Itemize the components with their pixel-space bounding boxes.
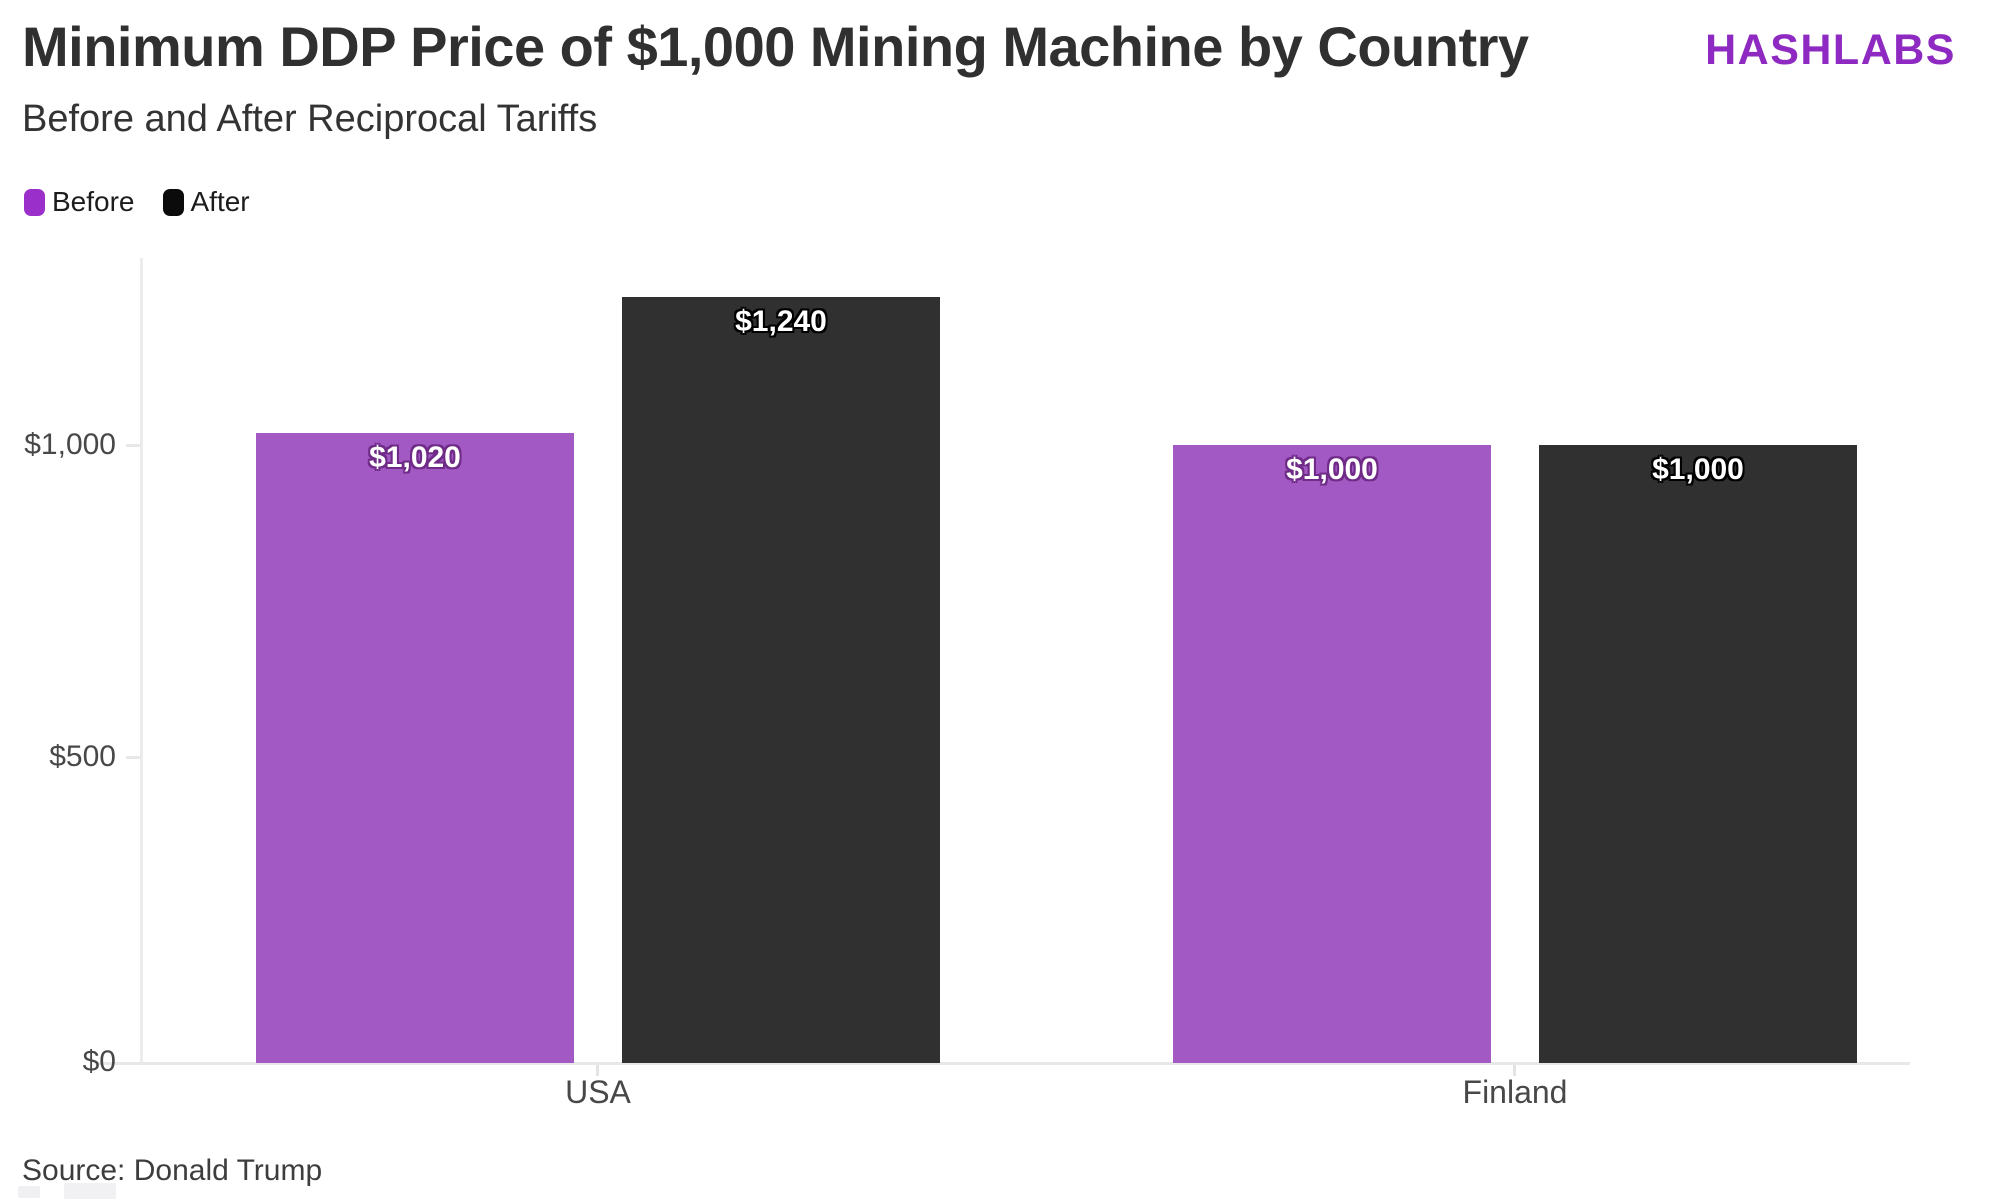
- y-axis-line: [140, 258, 143, 1064]
- page-subtitle: Before and After Reciprocal Tariffs: [22, 98, 598, 140]
- y-tick-1000: [126, 444, 141, 447]
- y-tick-label-500: $500: [49, 740, 116, 773]
- x-label-finland: Finland: [1462, 1074, 1568, 1110]
- hashlabs-logo: HASHLABS: [1705, 26, 1956, 74]
- cropped-footer-element: [18, 1186, 40, 1198]
- x-label-usa: USA: [565, 1074, 631, 1110]
- x-tick-finland: [1513, 1065, 1516, 1076]
- bar-finland-before: $1,000: [1173, 445, 1491, 1063]
- y-tick-label-1000: $1,000: [24, 428, 116, 461]
- bar-finland-after: $1,000: [1539, 445, 1857, 1063]
- bar-usa-before: $1,020: [256, 433, 574, 1063]
- before-swatch-icon: [24, 188, 45, 216]
- page-title: Minimum DDP Price of $1,000 Mining Machi…: [22, 15, 1529, 78]
- legend-label: Before: [52, 186, 135, 217]
- chart-legend: Before After: [24, 186, 250, 218]
- bar-value-label: $1,240: [735, 305, 827, 338]
- after-swatch-icon: [162, 188, 184, 216]
- y-tick-label-0: $0: [82, 1045, 116, 1078]
- y-tick-500: [126, 756, 141, 759]
- legend-item-before: Before: [24, 186, 135, 218]
- cropped-footer-element: [64, 1183, 116, 1199]
- bar-value-label: $1,000: [1286, 453, 1378, 486]
- source-caption: Source: Donald Trump: [22, 1154, 323, 1187]
- legend-item-after: After: [162, 186, 250, 218]
- bar-value-label: $1,000: [1652, 453, 1744, 486]
- bar-usa-after: $1,240: [622, 297, 940, 1063]
- x-tick-usa: [596, 1065, 599, 1076]
- legend-label: After: [190, 186, 250, 217]
- x-axis-line: [95, 1062, 1910, 1065]
- bar-value-label: $1,020: [369, 441, 461, 474]
